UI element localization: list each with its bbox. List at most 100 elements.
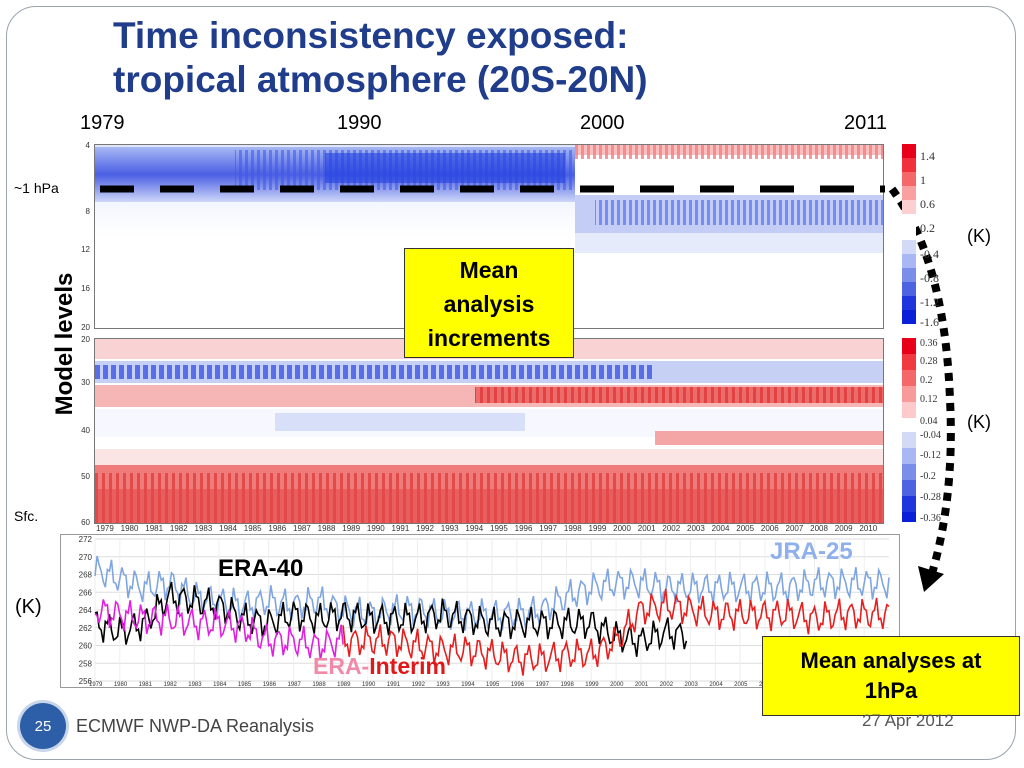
- cb-top-0.6: 0.6: [920, 197, 935, 211]
- bottom-ytick-50: 50: [81, 472, 90, 481]
- line-ytick: 260: [79, 642, 93, 651]
- heatmap-xtick: 1987: [293, 524, 311, 533]
- heatmap-xtick: 2003: [687, 524, 705, 533]
- unit-label-line: (K): [15, 596, 42, 618]
- heatmap-xtick: 1991: [392, 524, 410, 533]
- series-line-era-40: [94, 581, 688, 657]
- cb-bot--0.04: -0.04: [920, 430, 941, 441]
- line-xtick: 2004: [709, 682, 723, 687]
- bottom-ytick-30: 30: [81, 378, 90, 387]
- heatmap-xtick: 2002: [662, 524, 680, 533]
- heatmap-xtick: 1995: [490, 524, 508, 533]
- surface-label: Sfc.: [14, 508, 39, 524]
- heatmap-xtick: 1992: [416, 524, 434, 533]
- line-ytick: 264: [79, 606, 93, 615]
- cb-top-1: 1: [920, 173, 926, 187]
- top-yaxis: 4 8 12 16 20: [81, 141, 91, 332]
- line-xtick: 1981: [139, 682, 153, 687]
- line-ytick: 258: [79, 659, 93, 668]
- heatmap-xtick: 1997: [539, 524, 557, 533]
- line-xtick: 1995: [486, 682, 500, 687]
- heatmap-xaxis: 1979 1980 1981 1982 1983 1984 1985 1986 1987 1988…: [96, 524, 878, 533]
- legend-erainterim: ERA-Interim: [313, 653, 446, 680]
- legend-erainterim-prefix: ERA-: [313, 653, 370, 679]
- legend-jra25: JRA-25: [770, 538, 853, 565]
- mean-analyses-callout: Mean analyses at 1hPa: [762, 636, 1020, 716]
- bottom-ytick-20: 20: [81, 335, 90, 344]
- cb-top--1.6: -1.6: [920, 315, 939, 327]
- line-xtick: 1984: [213, 682, 227, 687]
- heatmap-xtick: 2009: [835, 524, 853, 533]
- footer-left: ECMWF NWP-DA Reanalysis: [76, 716, 315, 736]
- title-line-1: Time inconsistency exposed:: [113, 15, 629, 56]
- cb-top--0.8: -0.8: [920, 271, 939, 285]
- cb-top-1.4: 1.4: [920, 149, 935, 163]
- cb-bot-0.2: 0.2: [920, 375, 933, 386]
- heatmap-xtick: 1984: [219, 524, 237, 533]
- heatmap-bottom-svg: [95, 339, 883, 523]
- line-xtick: 2003: [685, 682, 699, 687]
- line-xtick: 2000: [610, 682, 624, 687]
- line-xtick: 1982: [163, 682, 177, 687]
- heatmap-xtick: 1998: [564, 524, 582, 533]
- line-xtick: 1983: [188, 682, 202, 687]
- line-xtick: 2002: [660, 682, 674, 687]
- bottom-ytick-60: 60: [81, 518, 90, 527]
- line-xtick: 2001: [635, 682, 649, 687]
- cb-bot--0.36: -0.36: [920, 513, 941, 524]
- bottom-ytick-40: 40: [81, 426, 90, 435]
- heatmap-xtick: 2006: [761, 524, 779, 533]
- heatmap-xtick: 1980: [121, 524, 139, 533]
- line-xtick: 1989: [337, 682, 351, 687]
- series-line-era-interim: [342, 588, 890, 676]
- line-xtick: 2005: [734, 682, 748, 687]
- mean-increments-callout: Mean analysis increments: [404, 248, 574, 358]
- line-xtick: 1996: [511, 682, 525, 687]
- bottom-yaxis: 20 30 40 50 60: [81, 335, 90, 527]
- level-1hpa-label: ~1 hPa: [14, 180, 59, 196]
- colorbar-bottom: 0.36 0.28 0.2 0.12 0.04 -0.04 -0.12 -0.2…: [902, 338, 941, 524]
- heatmap-xtick: 2007: [786, 524, 804, 533]
- heatmap-xtick: 1990: [367, 524, 385, 533]
- cb-bot-0.28: 0.28: [920, 356, 938, 367]
- legend-erainterim-suffix: Interim: [369, 653, 446, 679]
- cb-bot--0.2: -0.2: [920, 471, 936, 482]
- line-xtick: 1994: [461, 682, 475, 687]
- heatmap-xtick: 2004: [712, 524, 730, 533]
- heatmap-xtick: 1999: [589, 524, 607, 533]
- top-ytick-8: 8: [86, 207, 91, 216]
- callout-line: Mean analyses at: [800, 648, 982, 673]
- cb-bot-0.12: 0.12: [920, 394, 938, 405]
- callout-line: 1hPa: [864, 678, 918, 703]
- cb-bot--0.12: -0.12: [920, 450, 941, 461]
- line-xtick: 1979: [89, 682, 103, 687]
- heatmap-xtick: 2005: [736, 524, 754, 533]
- heatmap-xtick: 1996: [515, 524, 533, 533]
- callout-line: analysis: [443, 291, 535, 317]
- year-label-1979: 1979: [80, 112, 125, 134]
- cb-bot-0.04: 0.04: [920, 416, 938, 427]
- slide-frame: [6, 6, 1016, 760]
- line-ytick: 268: [79, 571, 93, 580]
- cb-bot--0.28: -0.28: [920, 492, 941, 503]
- top-ytick-12: 12: [81, 245, 90, 254]
- cb-top--0.4: -0.4: [920, 247, 939, 261]
- unit-label-top: (K): [967, 226, 991, 246]
- callout-line: increments: [427, 325, 551, 351]
- heatmap-xtick: 1985: [244, 524, 262, 533]
- heatmap-xtick: 2000: [613, 524, 631, 533]
- heatmap-xtick: 2008: [810, 524, 828, 533]
- line-ytick: 266: [79, 588, 93, 597]
- increments-heatmap-bottom: [94, 338, 884, 524]
- line-xtick: 1980: [114, 682, 128, 687]
- cb-top-0.2: 0.2: [920, 221, 935, 235]
- heatmap-xtick: 1981: [145, 524, 163, 533]
- heatmap-xtick: 1989: [342, 524, 360, 533]
- heatmap-xtick: 1979: [96, 524, 114, 533]
- line-xtick: 1992: [412, 682, 426, 687]
- line-xtick: 1999: [585, 682, 599, 687]
- line-xtick: 1991: [387, 682, 401, 687]
- heatmap-xtick: 1986: [268, 524, 286, 533]
- line-xtick: 1986: [263, 682, 277, 687]
- cb-top--1.2: -1.2: [920, 295, 939, 309]
